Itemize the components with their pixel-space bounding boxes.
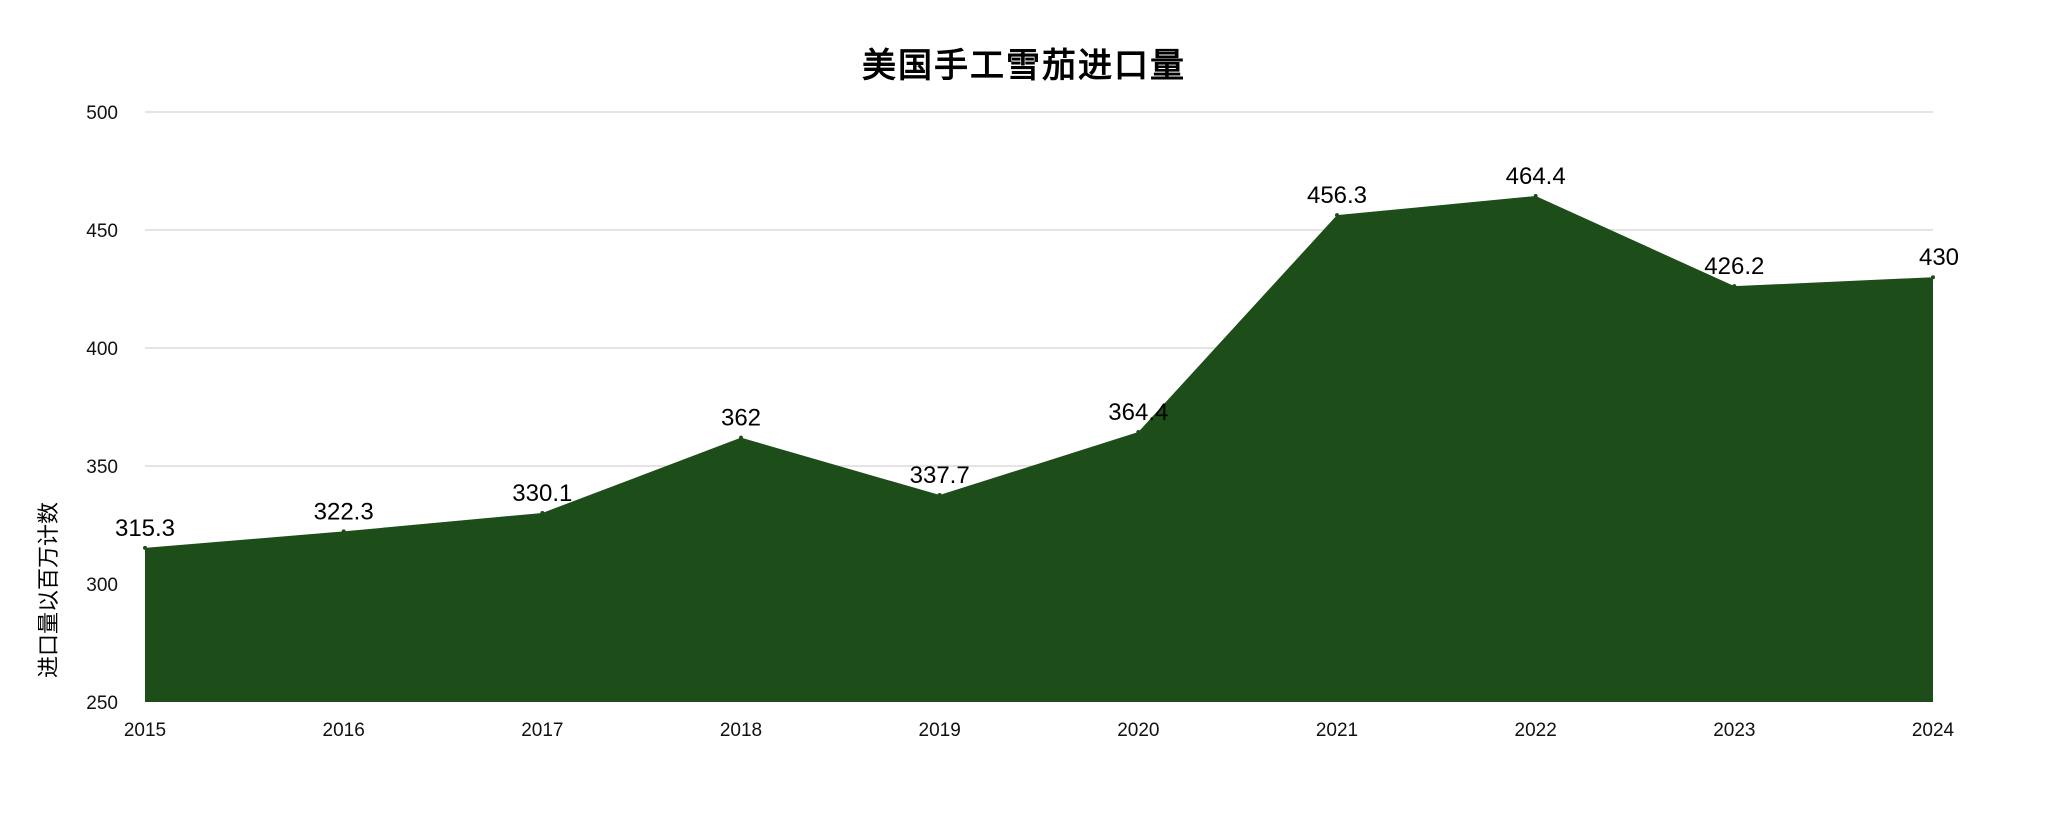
y-tick-label: 450 [86, 221, 118, 242]
data-labels: 315.3 322.3 330.1 362 337.7 364.4 456.3 464.4 42… [115, 163, 1959, 542]
y-tick-label: 350 [86, 457, 118, 478]
data-point [540, 510, 545, 515]
data-point [739, 435, 743, 440]
data-point [1732, 284, 1737, 289]
x-tick-label: 2018 [720, 720, 762, 741]
x-tick-label: 2024 [1912, 720, 1955, 741]
x-axis-ticks: 2015 2016 2017 2018 2019 2020 2021 2022 2023 2024 [124, 720, 1955, 741]
data-label: 456.3 [1307, 182, 1367, 209]
data-point [1335, 213, 1339, 218]
data-label: 426.2 [1704, 253, 1764, 280]
data-label: 337.7 [910, 462, 970, 489]
area-fill [145, 196, 1933, 703]
data-label: 364.4 [1108, 399, 1168, 426]
y-tick-label: 300 [86, 575, 118, 596]
data-point [143, 545, 147, 550]
x-tick-label: 2017 [521, 720, 563, 741]
x-tick-label: 2020 [1117, 720, 1159, 741]
y-tick-label: 400 [86, 339, 118, 360]
x-tick-label: 2021 [1316, 720, 1358, 741]
y-axis-label: 进口量以百万计数 [37, 502, 62, 678]
data-label: 330.1 [512, 480, 572, 507]
data-label: 315.3 [115, 515, 175, 542]
data-point [937, 493, 942, 498]
data-point [1136, 430, 1141, 435]
x-tick-label: 2022 [1515, 720, 1557, 741]
data-point [341, 529, 346, 534]
y-tick-label: 500 [86, 103, 118, 124]
data-point [1533, 194, 1538, 199]
x-tick-label: 2016 [323, 720, 365, 741]
x-tick-label: 2023 [1713, 720, 1755, 741]
data-label: 430 [1919, 244, 1959, 271]
y-tick-label: 250 [86, 693, 118, 714]
data-point [1931, 275, 1935, 280]
data-label: 322.3 [314, 498, 374, 525]
chart-title: 美国手工雪茄进口量 [862, 46, 1186, 86]
y-axis-ticks: 250 300 350 400 450 500 [86, 103, 118, 714]
x-tick-label: 2015 [124, 720, 166, 741]
data-label: 362 [721, 405, 761, 432]
area-series [143, 194, 1935, 703]
data-label: 464.4 [1506, 163, 1566, 190]
x-tick-label: 2019 [919, 720, 961, 741]
